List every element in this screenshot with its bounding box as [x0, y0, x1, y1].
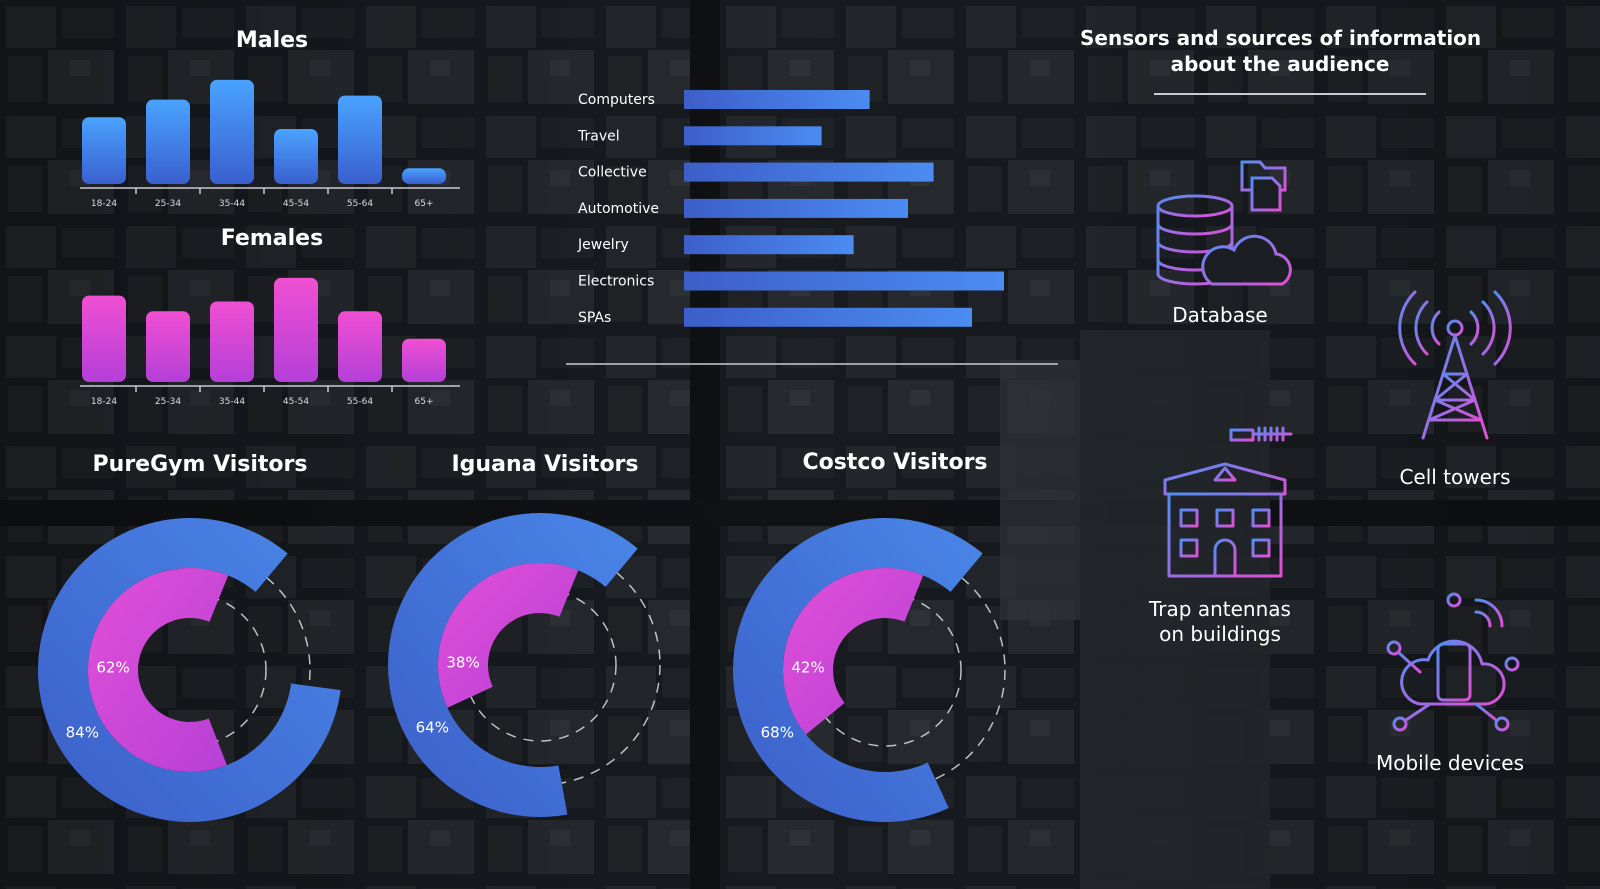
iguana-outer-label: 64%: [416, 718, 449, 736]
iguana-title: Iguana Visitors: [451, 452, 639, 477]
database-label: Database: [1172, 303, 1268, 327]
females-bar-35-44: [210, 301, 254, 382]
females-tick-label: 65+: [415, 397, 434, 407]
males-bar-35-44: [210, 79, 254, 184]
interest-label: Electronics: [578, 274, 654, 290]
iguana-outer-arc: [388, 513, 638, 817]
males-tick-label: 35-44: [219, 199, 245, 209]
females-bar-chart: 18-24 25-34 35-44 45-54 55-64 65+: [80, 277, 460, 407]
females-bar-18-24: [82, 295, 126, 382]
puregym-outer-label: 84%: [66, 723, 99, 741]
iguana-inner-arc: [438, 563, 579, 708]
interest-label: SPAs: [578, 310, 611, 326]
puregym-inner-label: 62%: [96, 658, 129, 676]
males-tick-label: 45-54: [283, 199, 309, 209]
iguana-ring-chart: 64% 38%: [388, 513, 661, 817]
iguana-inner-label: 38%: [446, 653, 479, 671]
males-bar-18-24: [82, 117, 126, 184]
costco-inner-arc: [783, 568, 924, 735]
males-tick-label: 65+: [415, 199, 434, 209]
costco-outer-arc: [733, 518, 983, 822]
puregym-title: PureGym Visitors: [92, 452, 308, 477]
females-bar-55-64: [338, 311, 382, 382]
interest-label: Computers: [578, 92, 655, 108]
cell-towers-label: Cell towers: [1399, 465, 1511, 489]
females-tick-label: 45-54: [283, 397, 309, 407]
males-tick-label: 25-34: [155, 199, 181, 209]
puregym-ring-chart: 84% 62%: [37, 518, 341, 822]
males-bar-55-64: [338, 95, 382, 184]
costco-title: Costco Visitors: [802, 450, 988, 475]
building-antenna-icon: [1159, 422, 1293, 578]
puregym-inner-arc: [88, 568, 229, 772]
interest-bar-travel: [684, 126, 822, 146]
interest-bar-jewelry: [684, 235, 854, 255]
females-tick-label: 25-34: [155, 397, 181, 407]
interest-label: Collective: [578, 165, 647, 181]
trap-antennas-label-line1: Trap antennas: [1149, 597, 1291, 621]
males-bar-chart: 18-24 25-34 35-44 45-54 55-64 65+: [80, 79, 460, 209]
costco-inner-label: 42%: [791, 658, 824, 676]
males-chart-title: Males: [235, 28, 309, 53]
females-chart-title: Females: [220, 226, 324, 251]
sensors-title-line2: about the audience: [1170, 52, 1390, 76]
males-bar-65+: [402, 168, 446, 184]
interest-bar-automotive: [684, 198, 908, 218]
females-tick-label: 35-44: [219, 397, 245, 407]
costco-ring-chart: 68% 42%: [733, 518, 1006, 822]
interest-bar-electronics: [684, 271, 1004, 291]
females-tick-label: 55-64: [347, 397, 373, 407]
males-tick-label: 18-24: [91, 199, 117, 209]
males-bar-45-54: [274, 129, 318, 184]
females-bar-65+: [402, 338, 446, 382]
interest-bar-computers: [684, 90, 870, 109]
males-bar-25-34: [146, 99, 190, 184]
database-cloud-icon: [1156, 160, 1292, 286]
interest-label: Automotive: [578, 201, 659, 217]
costco-outer-label: 68%: [761, 723, 794, 741]
interest-bar-spas: [684, 307, 972, 327]
interest-bar-collective: [684, 162, 934, 182]
interest-label: Jewelry: [577, 237, 629, 253]
puregym-outer-arc: [37, 518, 341, 822]
sensors-title-line1: Sensors and sources of information: [1080, 26, 1482, 50]
mobile-devices-label: Mobile devices: [1375, 751, 1525, 775]
trap-antennas-label-line2: on buildings: [1159, 622, 1281, 646]
females-bar-45-54: [274, 277, 318, 382]
males-tick-label: 55-64: [347, 199, 373, 209]
females-tick-label: 18-24: [91, 397, 117, 407]
mobile-cloud-icon: [1386, 592, 1520, 732]
females-bar-25-34: [146, 311, 190, 382]
interest-label: Travel: [577, 128, 620, 144]
interests-bar-chart: Computers Travel Collective Automotive Jewel…: [566, 90, 1058, 365]
cell-tower-icon: [1398, 290, 1512, 440]
sensors-divider: [1154, 93, 1426, 95]
